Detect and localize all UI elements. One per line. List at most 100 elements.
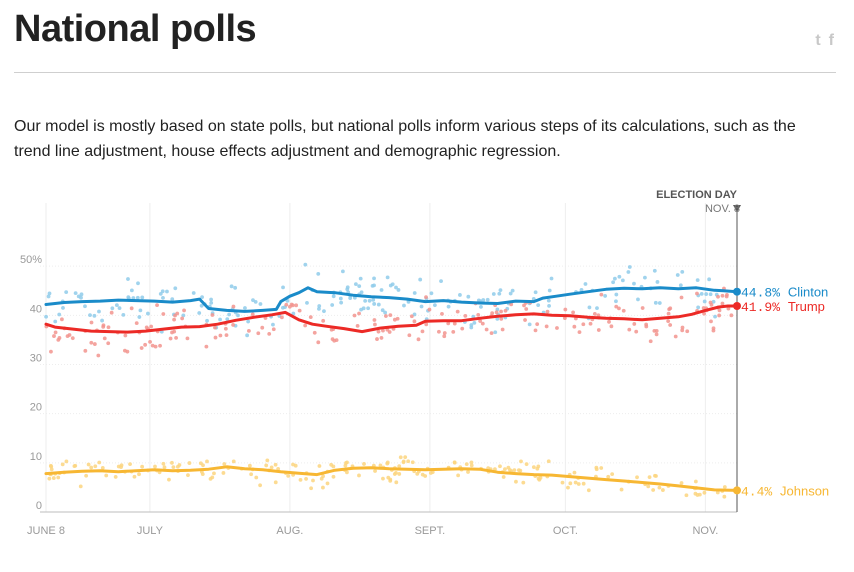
poll-dot-trump [150, 343, 155, 348]
poll-dot-trump [632, 322, 637, 326]
poll-dot-johnson [311, 478, 315, 483]
poll-dot-clinton [126, 277, 130, 281]
poll-dot-clinton [100, 318, 104, 323]
poll-dot-trump [680, 325, 685, 330]
poll-dot-trump [123, 348, 127, 353]
poll-dot-trump [210, 313, 215, 317]
poll-dot-trump [321, 318, 326, 323]
poll-dot-trump [535, 322, 540, 327]
poll-dot-clinton [165, 289, 169, 294]
poll-dot-johnson [64, 459, 69, 464]
poll-dot-clinton [485, 297, 490, 302]
poll-dot-johnson [702, 490, 707, 495]
poll-dot-johnson [56, 475, 61, 480]
poll-dot-trump [420, 329, 425, 334]
poll-dot-trump [500, 327, 505, 332]
poll-dot-trump [627, 327, 632, 332]
poll-dot-trump [271, 327, 276, 332]
poll-dot-johnson [594, 465, 599, 470]
election-day-arrow [733, 205, 741, 212]
poll-dot-trump [139, 346, 144, 350]
poll-dot-clinton [469, 325, 474, 330]
poll-dot-clinton [536, 303, 541, 307]
poll-dot-clinton [632, 281, 636, 286]
x-tick-label: SEPT. [415, 525, 446, 537]
poll-dot-clinton [707, 277, 712, 282]
poll-dot-trump [499, 316, 504, 321]
poll-dot-johnson [512, 468, 517, 473]
poll-dot-trump [571, 310, 575, 315]
poll-dot-trump [67, 333, 72, 337]
poll-dot-clinton [711, 299, 716, 304]
poll-dot-clinton [44, 314, 48, 319]
poll-dot-clinton [138, 308, 143, 313]
poll-dot-clinton [170, 297, 175, 302]
poll-dot-clinton [579, 287, 584, 292]
poll-dot-johnson [514, 479, 518, 484]
end-label-trump: 41.9% Trump [741, 299, 825, 315]
poll-dot-clinton [595, 306, 599, 311]
poll-dot-johnson [646, 484, 651, 489]
poll-dot-johnson [345, 460, 349, 465]
poll-dot-johnson [695, 493, 700, 497]
poll-dot-trump [523, 318, 527, 322]
poll-dot-johnson [469, 463, 474, 468]
poll-dot-clinton [439, 279, 443, 284]
poll-dot-johnson [606, 474, 611, 479]
poll-dot-trump [711, 328, 716, 333]
poll-dot-trump [572, 324, 577, 329]
poll-dot-clinton [121, 312, 126, 317]
poll-dot-trump [577, 330, 582, 334]
poll-dot-johnson [469, 460, 474, 465]
poll-dot-johnson [100, 466, 105, 470]
end-marker-clinton [733, 287, 741, 296]
poll-dot-trump [185, 336, 190, 341]
poll-dot-johnson [273, 480, 278, 485]
end-marker-johnson [733, 486, 741, 495]
poll-dot-trump [231, 304, 236, 309]
poll-dot-clinton [305, 300, 309, 305]
poll-dot-trump [588, 321, 593, 326]
poll-dot-trump [480, 321, 485, 326]
poll-dot-trump [52, 334, 56, 338]
poll-dot-trump [555, 326, 559, 330]
poll-dot-trump [49, 349, 53, 354]
poll-dot-clinton [372, 302, 377, 306]
poll-dot-trump [172, 317, 177, 322]
poll-dot-johnson [385, 460, 390, 465]
poll-dot-trump [372, 318, 377, 322]
poll-dot-clinton [675, 273, 680, 277]
poll-dot-johnson [86, 462, 91, 467]
poll-dot-clinton [331, 294, 336, 299]
poll-dot-trump [709, 302, 714, 307]
poll-dot-johnson [132, 474, 137, 479]
poll-dot-trump [155, 303, 159, 308]
poll-dot-trump [316, 340, 321, 345]
poll-dot-trump [297, 308, 302, 313]
poll-dot-trump [143, 342, 148, 347]
poll-dot-johnson [394, 470, 398, 475]
poll-dot-johnson [104, 473, 109, 478]
y-tick-label: 20 [30, 402, 42, 414]
poll-dot-johnson [423, 474, 428, 478]
poll-dot-clinton [652, 268, 657, 273]
poll-dot-johnson [113, 475, 118, 479]
poll-dot-trump [484, 327, 489, 332]
poll-dot-johnson [536, 464, 541, 469]
poll-dot-clinton [53, 319, 58, 324]
twitter-icon[interactable]: t [815, 32, 821, 49]
poll-dot-johnson [212, 471, 216, 476]
poll-dot-trump [312, 330, 317, 335]
poll-dot-trump [702, 311, 707, 316]
poll-dot-trump [102, 336, 107, 341]
poll-dot-trump [83, 348, 88, 353]
poll-dot-johnson [388, 478, 393, 483]
poll-dot-johnson [506, 465, 511, 470]
poll-dot-johnson [566, 485, 570, 490]
end-label-name: Trump [788, 299, 825, 314]
poll-dot-johnson [519, 459, 523, 464]
election-day-label: ELECTION DAY [656, 189, 738, 201]
facebook-icon[interactable]: f [828, 32, 834, 49]
poll-dot-johnson [264, 463, 269, 468]
poll-dot-clinton [699, 292, 704, 296]
